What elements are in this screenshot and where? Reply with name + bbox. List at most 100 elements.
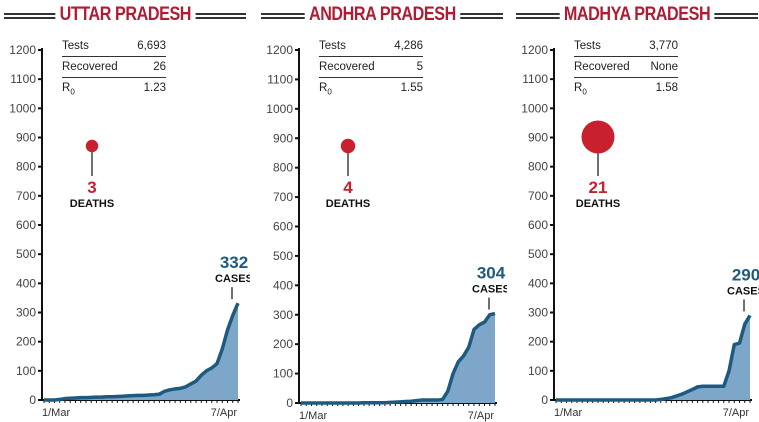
y-tick-label: 100: [16, 364, 36, 378]
y-tick-label: 400: [528, 276, 548, 290]
cases-count: 332: [220, 253, 248, 272]
stat-value: 26: [153, 61, 166, 73]
y-tick-label: 1100: [522, 72, 548, 86]
y-tick-label: 1000: [521, 101, 548, 115]
stat-label: Tests: [62, 40, 89, 52]
x-tick-label: 1/Mar: [42, 407, 70, 419]
stats-table: Tests 3,770 Recovered None R0 1.58: [574, 36, 678, 98]
y-tick-label: 500: [16, 247, 36, 261]
cases-line: [301, 311, 496, 405]
stats-table: Tests 4,286 Recovered 5 R0 1.55: [319, 36, 423, 98]
y-tick-label: 300: [273, 308, 293, 322]
cases-area: [44, 303, 238, 400]
stat-row: Recovered None: [574, 57, 678, 78]
deaths-label: DEATHS: [576, 198, 620, 210]
cases-area: [301, 313, 495, 403]
stat-value: 1.23: [143, 82, 166, 94]
deaths-count: 4: [343, 178, 353, 197]
cases-label: CASES: [215, 273, 250, 285]
y-tick-label: 1200: [266, 43, 293, 57]
y-tick-label: 400: [273, 278, 293, 292]
y-tick-label: 900: [273, 131, 293, 145]
stat-label: R0: [319, 82, 332, 97]
state-title: ANDHRA PRADESH: [304, 4, 460, 26]
stat-label: Recovered: [319, 61, 375, 73]
stat-label: Recovered: [62, 61, 118, 73]
stat-label: R0: [574, 82, 587, 97]
x-tick-label: 7/Apr: [211, 407, 238, 419]
stat-label: Tests: [319, 40, 346, 52]
y-tick-label: 600: [16, 218, 36, 232]
y-tick-label: 700: [528, 189, 548, 203]
y-tick-label: 700: [16, 189, 36, 203]
cases-area: [556, 315, 750, 400]
stat-row: Tests 4,286: [319, 36, 423, 57]
y-tick-label: 800: [273, 161, 293, 175]
y-tick-label: 500: [528, 247, 548, 261]
y-tick-label: 200: [16, 335, 36, 349]
y-tick-label: 200: [528, 335, 548, 349]
y-tick-label: 600: [273, 220, 293, 234]
stat-row: Tests 6,693: [62, 36, 166, 57]
stats-table: Tests 6,693 Recovered 26 R0 1.23: [62, 36, 166, 98]
y-tick-label: 300: [528, 306, 548, 320]
y-tick-label: 1000: [9, 101, 36, 115]
x-tick-label: 7/Apr: [468, 410, 495, 422]
stat-label: Recovered: [574, 61, 630, 73]
y-tick-label: 200: [273, 337, 293, 351]
cases-count: 304: [477, 264, 506, 283]
cases-line: [556, 314, 752, 402]
area-chart: 0 100 200 300 400 500 600 700 800 900 1000 1100 1200…: [521, 43, 759, 419]
y-tick-label: 700: [273, 190, 293, 204]
y-tick-label: 300: [16, 306, 36, 320]
state-title: UTTAR PRADESH: [55, 4, 195, 26]
stat-label: R0: [62, 82, 75, 97]
deaths-label: DEATHS: [70, 198, 114, 210]
area-chart: 0 100 200 300 400 500 600 700 800 900 1000 1100 1200…: [9, 43, 250, 419]
stat-row: R0 1.58: [574, 78, 678, 98]
stat-row: R0 1.55: [319, 78, 423, 98]
stat-value: 4,286: [394, 40, 423, 52]
state-panel: MADHYA PRADESH Tests 3,770 Recovered None R0 1…: [512, 0, 759, 422]
stat-value: 1.55: [400, 82, 423, 94]
y-tick-label: 1000: [266, 102, 293, 116]
y-tick-label: 800: [16, 160, 36, 174]
stat-row: Recovered 5: [319, 57, 423, 78]
y-tick-label: 0: [286, 396, 293, 410]
y-tick-label: 100: [273, 367, 293, 381]
cases-label: CASES: [727, 285, 759, 297]
y-tick-label: 0: [29, 393, 36, 407]
deaths-count: 3: [87, 178, 96, 197]
cases-count: 290: [732, 265, 759, 284]
stat-value: 1.58: [655, 82, 678, 94]
y-tick-label: 900: [16, 131, 36, 145]
state-panel: UTTAR PRADESH Tests 6,693 Recovered 26 R0 1.23…: [0, 0, 250, 422]
stat-value: 6,693: [137, 40, 166, 52]
y-tick-label: 0: [541, 393, 548, 407]
y-tick-label: 400: [16, 276, 36, 290]
area-chart: 0 100 200 300 400 500 600 700 800 900 1000 1100 1200…: [266, 43, 507, 422]
state-panel: ANDHRA PRADESH Tests 4,286 Recovered 5 R0 1.55…: [257, 0, 507, 422]
stat-row: Recovered 26: [62, 57, 166, 78]
y-tick-label: 1100: [267, 72, 293, 86]
stat-row: R0 1.23: [62, 78, 166, 98]
y-tick-label: 900: [528, 131, 548, 145]
cases-label: CASES: [472, 284, 507, 296]
stat-label: Tests: [574, 40, 601, 52]
y-tick-label: 1200: [521, 43, 548, 57]
stat-row: Tests 3,770: [574, 36, 678, 57]
y-tick-label: 100: [528, 364, 548, 378]
stat-value: None: [650, 61, 679, 73]
deaths-bubble: [581, 120, 615, 154]
x-tick-label: 1/Mar: [554, 407, 582, 419]
deaths-bubble: [85, 139, 99, 153]
state-title: MADHYA PRADESH: [559, 4, 715, 26]
stat-value: 5: [416, 61, 423, 73]
x-tick-label: 1/Mar: [299, 410, 327, 422]
y-tick-label: 1200: [9, 43, 36, 57]
deaths-label: DEATHS: [326, 198, 370, 210]
stat-value: 3,770: [649, 40, 678, 52]
deaths-count: 21: [589, 178, 608, 197]
deaths-bubble: [340, 138, 356, 154]
